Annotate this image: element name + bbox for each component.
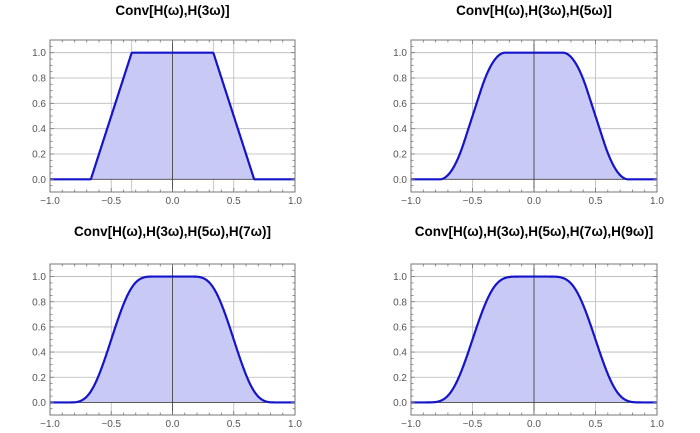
y-tick-label: 1.0 bbox=[393, 48, 407, 59]
x-tick-label: −1.0 bbox=[40, 196, 60, 207]
x-tick-label: 0.0 bbox=[527, 419, 541, 430]
x-tick-label: 0.5 bbox=[227, 419, 241, 430]
x-tick-label: −0.5 bbox=[463, 419, 483, 430]
x-tick-label: 0.0 bbox=[527, 196, 541, 207]
x-tick-label: −0.5 bbox=[101, 196, 121, 207]
tick-marks bbox=[410, 39, 658, 193]
x-tick-label: −0.5 bbox=[463, 196, 483, 207]
y-tick-label: 0.4 bbox=[32, 348, 46, 359]
y-tick-label: 1.0 bbox=[32, 48, 46, 59]
chart-title: Conv[H(ω),H(3ω)] bbox=[115, 3, 230, 18]
x-tick-label: 1.0 bbox=[288, 419, 302, 430]
y-tick-label: 0.2 bbox=[393, 150, 407, 161]
x-tick-label: 1.0 bbox=[650, 419, 664, 430]
x-tick-label: −1.0 bbox=[401, 196, 421, 207]
chart-panel-4: Conv[H(ω),H(3ω),H(5ω),H(7ω),H(9ω)] −1.0−… bbox=[350, 215, 700, 433]
y-tick-label: 0.8 bbox=[32, 74, 46, 85]
plot-area: −1.0 −0.5 0.0 0.5 1.0 0.0 0.2 0.4 0.6 0.8 1.0 bbox=[32, 263, 302, 430]
y-tick-label: 0.8 bbox=[393, 74, 407, 85]
x-tick-label: 1.0 bbox=[650, 196, 664, 207]
tick-marks bbox=[49, 263, 296, 416]
x-tick-label: 0.5 bbox=[227, 196, 241, 207]
x-tick-label: −0.5 bbox=[101, 419, 121, 430]
x-tick-label: 0.0 bbox=[166, 196, 180, 207]
y-tick-label: 0.0 bbox=[32, 175, 46, 186]
y-tick-label: 0.0 bbox=[393, 398, 407, 409]
y-tick-label: 0.4 bbox=[393, 348, 407, 359]
data-curve bbox=[410, 275, 658, 404]
data-curve bbox=[49, 275, 296, 404]
y-tick-label: 0.4 bbox=[393, 124, 407, 135]
y-tick-label: 0.8 bbox=[393, 297, 407, 308]
y-tick-label: 0.6 bbox=[393, 322, 407, 333]
x-tick-label: −1.0 bbox=[40, 419, 60, 430]
chart-panel-2: Conv[H(ω),H(3ω),H(5ω)] −1.0 −0.5 0.0 0.5 1.0… bbox=[350, 0, 700, 215]
chart-panel-1: Conv[H(ω),H(3ω)] −1.0 −0.5 0.0 0.5 1.0 0.0 0.2… bbox=[0, 0, 350, 215]
y-tick-label: 0.6 bbox=[393, 99, 407, 110]
x-tick-label: 0.0 bbox=[166, 419, 180, 430]
y-tick-label: 1.0 bbox=[393, 272, 407, 283]
y-tick-label: 0.0 bbox=[32, 398, 46, 409]
chart-title: Conv[H(ω),H(3ω),H(5ω)] bbox=[456, 3, 612, 18]
y-tick-label: 0.4 bbox=[32, 124, 46, 135]
y-tick-label: 0.0 bbox=[393, 175, 407, 186]
y-tick-label: 0.2 bbox=[393, 373, 407, 384]
y-tick-label: 0.6 bbox=[32, 322, 46, 333]
data-curve bbox=[410, 51, 658, 181]
y-tick-label: 0.6 bbox=[32, 99, 46, 110]
x-tick-label: 0.5 bbox=[589, 419, 603, 430]
y-tick-label: 0.2 bbox=[32, 150, 46, 161]
plot-area: −1.0 −0.5 0.0 0.5 1.0 0.0 0.2 0.4 0.6 0.8 1.0 bbox=[32, 39, 302, 207]
data-curve bbox=[49, 51, 296, 181]
chart-title: Conv[H(ω),H(3ω),H(5ω),H(7ω),H(9ω)] bbox=[414, 224, 654, 239]
x-tick-label: −1.0 bbox=[401, 419, 421, 430]
plot-area: −1.0 −0.5 0.0 0.5 1.0 0.0 0.2 0.4 0.6 0.8 1.0 bbox=[393, 263, 664, 430]
x-tick-label: 1.0 bbox=[288, 196, 302, 207]
tick-marks bbox=[49, 39, 296, 193]
y-tick-label: 1.0 bbox=[32, 272, 46, 283]
y-tick-label: 0.2 bbox=[32, 373, 46, 384]
y-tick-label: 0.8 bbox=[32, 297, 46, 308]
plot-area: −1.0 −0.5 0.0 0.5 1.0 0.0 0.2 0.4 0.6 0.8 1.0 bbox=[393, 39, 664, 207]
tick-marks bbox=[410, 263, 658, 416]
x-tick-label: 0.5 bbox=[589, 196, 603, 207]
chart-title: Conv[H(ω),H(3ω),H(5ω),H(7ω)] bbox=[73, 224, 272, 239]
chart-panel-3: Conv[H(ω),H(3ω),H(5ω),H(7ω)] −1.0 −0.5 0.0… bbox=[0, 215, 350, 433]
